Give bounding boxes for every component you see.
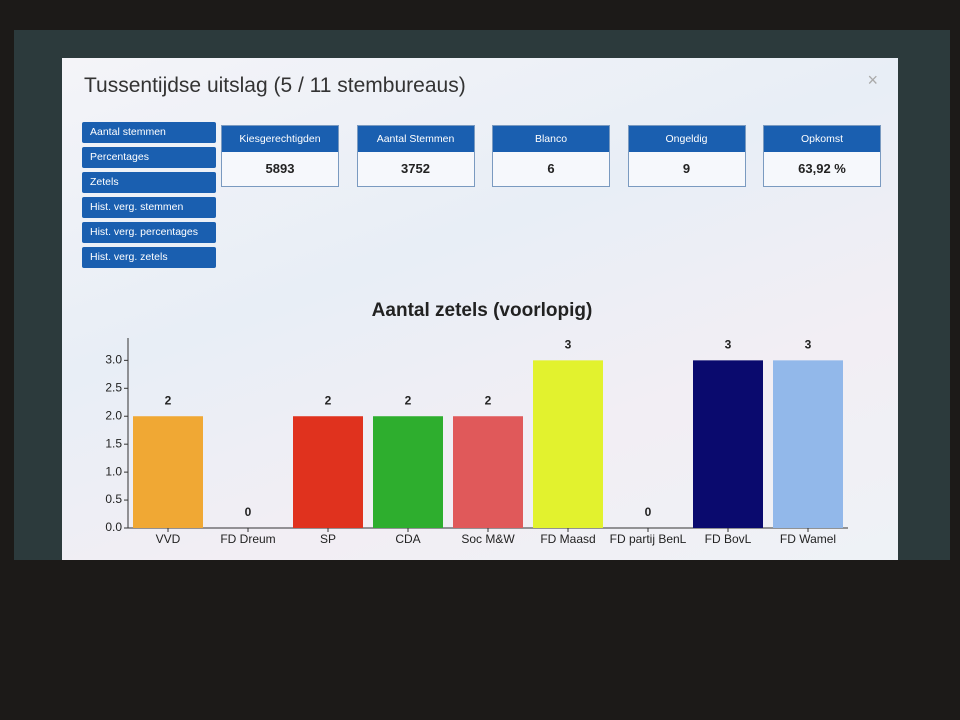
y-tick-label: 3.0 <box>105 353 122 367</box>
chart-title: Aantal zetels (voorlopig) <box>372 300 593 321</box>
data-label: 0 <box>245 505 252 519</box>
bar <box>693 360 763 528</box>
stat-box: Opkomst 63,92 % <box>763 125 881 187</box>
y-tick-label: 1.5 <box>105 436 122 450</box>
x-tick-label: Soc M&W <box>461 532 515 546</box>
data-label: 0 <box>645 505 652 519</box>
stat-box: Aantal Stemmen 3752 <box>356 125 475 187</box>
stat-box: Blanco 6 <box>492 125 610 187</box>
data-label: 2 <box>485 393 492 407</box>
y-tick-label: 2.0 <box>105 408 122 422</box>
x-tick-label: FD Maasd <box>540 532 595 546</box>
stat-value: 3752 <box>401 161 430 176</box>
menu-button[interactable]: Hist. verg. zetels <box>82 247 216 268</box>
modal-title: Tussentijdse uitslag (5 / 11 stembureaus… <box>84 74 466 97</box>
stat-value: 5893 <box>265 161 295 176</box>
x-tick-label: FD partij BenL <box>610 532 687 546</box>
data-label: 2 <box>325 393 332 407</box>
x-tick-label: FD BovL <box>705 532 752 546</box>
x-tick-label: CDA <box>395 532 420 546</box>
data-label: 3 <box>565 338 572 352</box>
data-label: 2 <box>165 393 172 407</box>
stat-label: Aantal Stemmen <box>357 126 474 152</box>
stat-value: 9 <box>682 161 691 176</box>
bar <box>133 416 203 528</box>
bar <box>373 416 443 528</box>
stat-value: 63,92 % <box>798 161 846 176</box>
menu-button[interactable]: Hist. verg. stemmen <box>82 197 216 218</box>
data-label: 2 <box>405 393 412 407</box>
stat-value: 6 <box>547 161 555 176</box>
bar <box>293 416 363 528</box>
data-label: 3 <box>725 338 732 352</box>
data-label: 3 <box>805 338 812 352</box>
y-tick-label: 0.0 <box>105 520 122 534</box>
bar <box>533 360 603 528</box>
x-tick-label: FD Wamel <box>780 532 836 546</box>
menu-button[interactable]: Percentages <box>82 147 216 168</box>
stat-label: Opkomst <box>764 126 880 152</box>
y-tick-label: 1.0 <box>105 464 122 478</box>
y-tick-label: 2.5 <box>105 380 122 394</box>
x-tick-label: VVD <box>156 532 181 546</box>
x-tick-label: SP <box>320 532 336 546</box>
y-tick-label: 0.5 <box>105 492 122 506</box>
menu-button[interactable]: Aantal stemmen <box>82 122 216 143</box>
x-tick-label: FD Dreum <box>220 532 275 546</box>
close-button[interactable]: × <box>867 70 878 90</box>
stat-label: Blanco <box>493 126 609 152</box>
menu-button[interactable]: Zetels <box>82 172 216 193</box>
stat-box: Ongeldig 9 <box>627 125 746 187</box>
menu-button[interactable]: Hist. verg. percentages <box>82 222 216 243</box>
stat-box: Kiesgerechtigden 5893 <box>221 125 339 187</box>
bar <box>773 360 843 528</box>
stat-label: Ongeldig <box>628 126 745 152</box>
stat-label: Kiesgerechtigden <box>222 126 338 152</box>
bar <box>453 416 523 528</box>
